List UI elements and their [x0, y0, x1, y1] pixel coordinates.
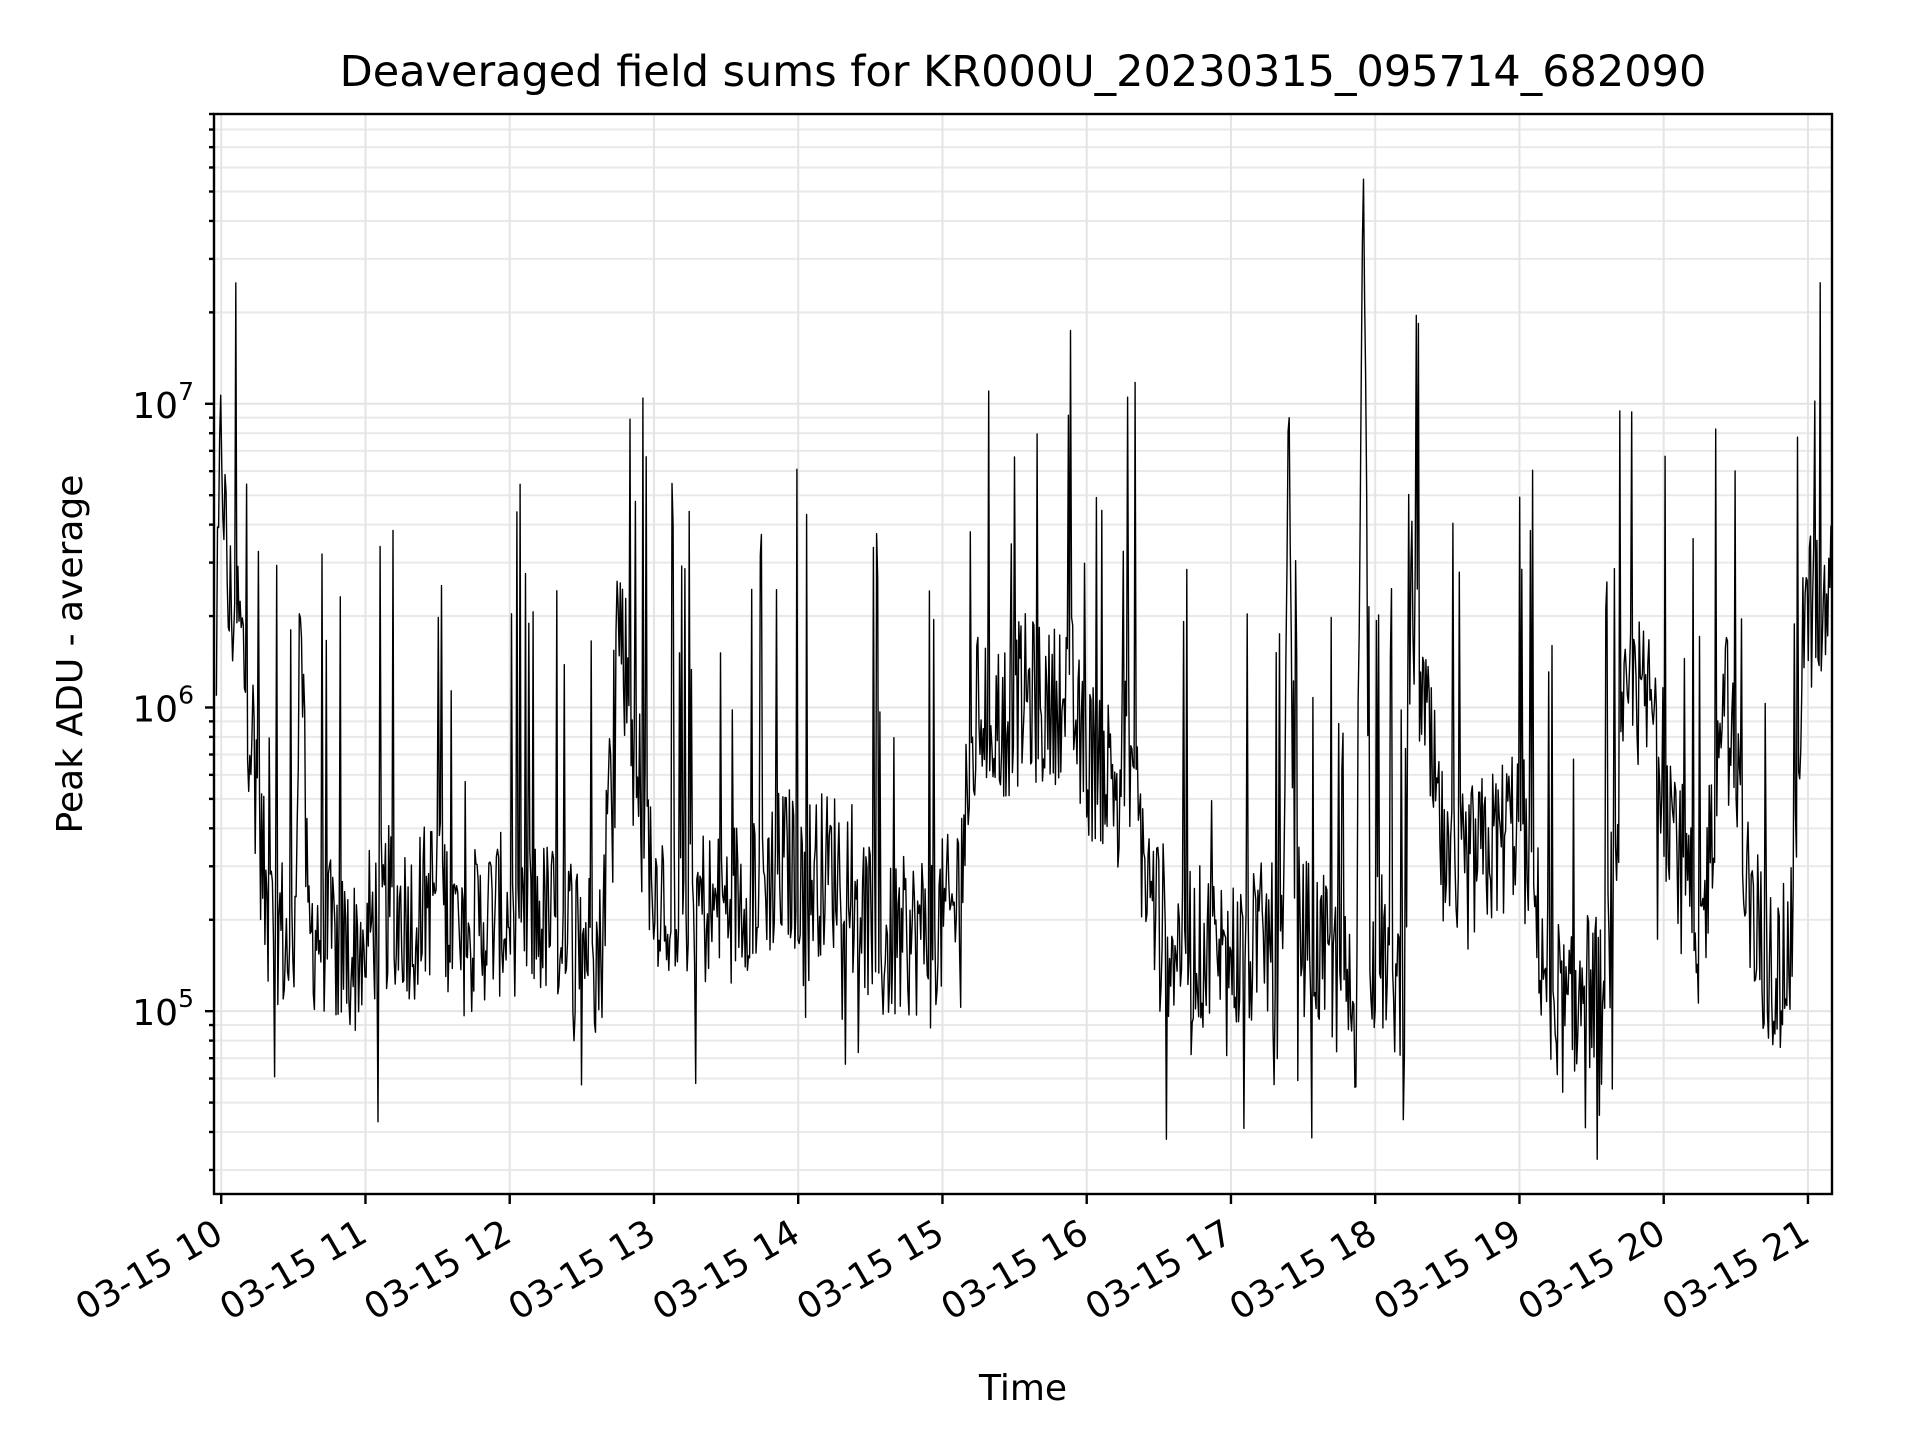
x-axis-label: Time [978, 1368, 1067, 1409]
y-tick-exponent: 7 [178, 377, 194, 406]
y-tick-base: 10 [132, 386, 178, 427]
y-axis-label: Peak ADU - average [50, 475, 91, 834]
y-tick-label: 107 [132, 377, 194, 427]
chart-title: Deaveraged field sums for KR000U_2023031… [340, 47, 1707, 97]
y-tick-base: 10 [132, 689, 178, 730]
y-tick-label: 106 [132, 680, 194, 730]
axes-frame [212, 112, 1834, 1196]
y-tick-exponent: 5 [178, 984, 194, 1013]
series-line [215, 178, 1833, 1160]
y-tick-base: 10 [132, 993, 178, 1034]
plot-area [215, 178, 1833, 1160]
grid [214, 113, 1832, 1194]
y-tick-label: 105 [132, 984, 194, 1034]
y-tick-exponent: 6 [178, 680, 194, 709]
